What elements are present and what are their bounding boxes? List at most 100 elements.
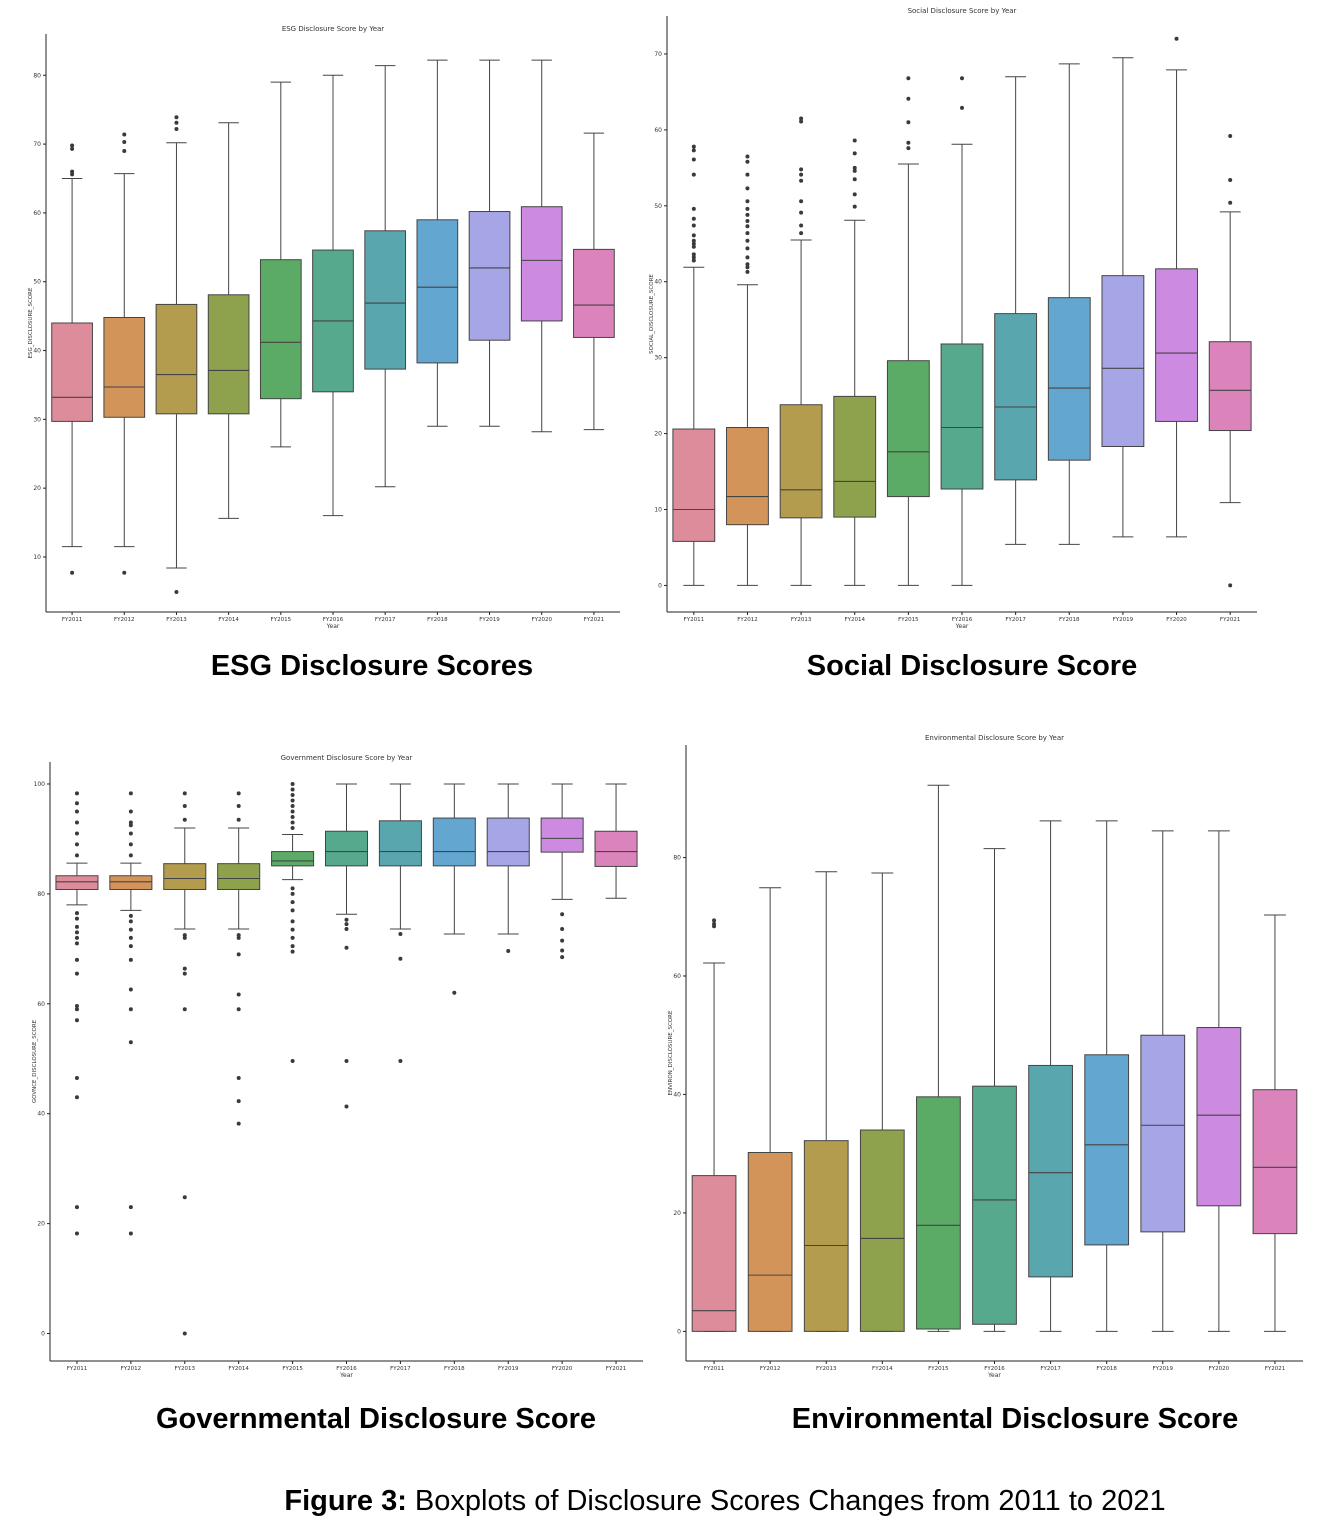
outlier-point <box>398 932 403 937</box>
outlier-point <box>236 1121 241 1126</box>
y-tick-label: 40 <box>33 348 41 355</box>
iqr-box <box>916 1096 961 1330</box>
iqr-box <box>207 294 250 415</box>
y-axis-label: ESG_DISCLOSURE_SCORE <box>28 287 34 358</box>
outlier-point <box>128 842 133 847</box>
y-tick-label: 60 <box>673 973 681 980</box>
outlier-point <box>74 1075 79 1080</box>
box-fy2018 <box>1084 820 1130 1332</box>
y-axis-label: ENVIRON_DISCLOSURE_SCORE <box>668 1010 674 1095</box>
outlier-point <box>290 798 295 803</box>
chart-title: ESG Disclosure Score by Year <box>282 25 384 33</box>
outlier-point <box>745 255 750 260</box>
outlier-point <box>128 919 133 924</box>
outlier-point <box>906 76 911 81</box>
box-fy2021 <box>594 783 638 899</box>
iqr-box <box>163 863 207 890</box>
outlier-point <box>128 927 133 932</box>
outlier-point <box>691 148 696 153</box>
outlier-point <box>74 1205 79 1210</box>
iqr-box <box>103 316 146 418</box>
box-fy2013 <box>163 791 207 1336</box>
box-fy2012 <box>103 132 146 575</box>
box-fy2012 <box>726 154 769 586</box>
outlier-point <box>1228 177 1233 182</box>
iqr-box <box>672 428 716 542</box>
chart-title: Government Disclosure Score by Year <box>281 754 413 762</box>
outlier-point <box>128 1007 133 1012</box>
outlier-point <box>236 1075 241 1080</box>
iqr-box <box>1208 341 1252 432</box>
figure-caption: Figure 3: Boxplots of Disclosure Scores … <box>0 1485 1320 1518</box>
iqr-box <box>1084 1054 1130 1246</box>
outlier-point <box>290 927 295 932</box>
box-fy2017 <box>994 76 1038 545</box>
y-tick-label: 60 <box>654 127 662 134</box>
x-tick-label: FY2017 <box>390 1366 411 1372</box>
iqr-box <box>994 313 1038 481</box>
iqr-box <box>972 1085 1017 1325</box>
iqr-box <box>573 248 615 338</box>
outlier-point <box>70 143 75 148</box>
outlier-point <box>745 238 750 243</box>
outlier-point <box>560 948 565 953</box>
outlier-point <box>960 76 964 81</box>
box-fy2017 <box>364 65 407 488</box>
outlier-point <box>799 231 804 236</box>
outlier-point <box>691 238 696 243</box>
box-fy2020 <box>1196 830 1242 1332</box>
outlier-point <box>182 1331 187 1336</box>
outlier-point <box>174 590 179 595</box>
outlier-point <box>236 817 241 822</box>
iqr-box <box>51 322 93 422</box>
box-fy2015 <box>271 781 315 1063</box>
outlier-point <box>74 801 79 806</box>
outlier-point <box>506 949 511 954</box>
outlier-point <box>712 921 717 926</box>
box-fy2018 <box>432 783 476 995</box>
iqr-box <box>726 427 769 526</box>
box-fy2011 <box>672 144 716 586</box>
outlier-point <box>122 148 127 153</box>
outlier-point <box>852 204 857 209</box>
outlier-point <box>128 809 133 814</box>
outlier-point <box>745 212 750 217</box>
box-fy2015 <box>259 81 302 448</box>
outlier-point <box>290 949 295 954</box>
outlier-point <box>290 803 295 808</box>
outlier-point <box>182 1195 187 1200</box>
outlier-point <box>74 957 79 962</box>
outlier-point <box>74 842 79 847</box>
outlier-point <box>745 186 750 191</box>
outlier-point <box>290 809 295 814</box>
y-tick-label: 30 <box>33 416 41 423</box>
box-fy2016 <box>940 76 984 586</box>
outlier-point <box>128 1040 133 1045</box>
y-tick-label: 70 <box>33 141 41 148</box>
figure-text: Boxplots of Disclosure Scores Changes fr… <box>406 1485 1166 1517</box>
y-tick-label: 10 <box>654 507 662 514</box>
iqr-box <box>109 875 153 890</box>
outlier-point <box>182 803 187 808</box>
iqr-box <box>432 817 476 867</box>
y-tick-label: 100 <box>34 781 46 788</box>
outlier-point <box>74 791 79 796</box>
outlier-point <box>290 787 295 792</box>
outlier-point <box>128 791 133 796</box>
outlier-point <box>74 809 79 814</box>
y-tick-label: 80 <box>33 72 41 79</box>
outlier-point <box>691 216 696 221</box>
outlier-point <box>174 126 179 131</box>
outlier-point <box>182 935 187 940</box>
outlier-point <box>70 146 75 151</box>
outlier-point <box>712 918 717 923</box>
outlier-point <box>290 919 295 924</box>
iqr-box <box>217 863 261 890</box>
outlier-point <box>182 966 187 971</box>
outlier-point <box>236 791 241 796</box>
outlier-point <box>745 172 750 177</box>
outlier-point <box>745 159 750 164</box>
y-tick-label: 20 <box>33 485 41 492</box>
outlier-point <box>852 177 857 182</box>
outlier-point <box>236 803 241 808</box>
